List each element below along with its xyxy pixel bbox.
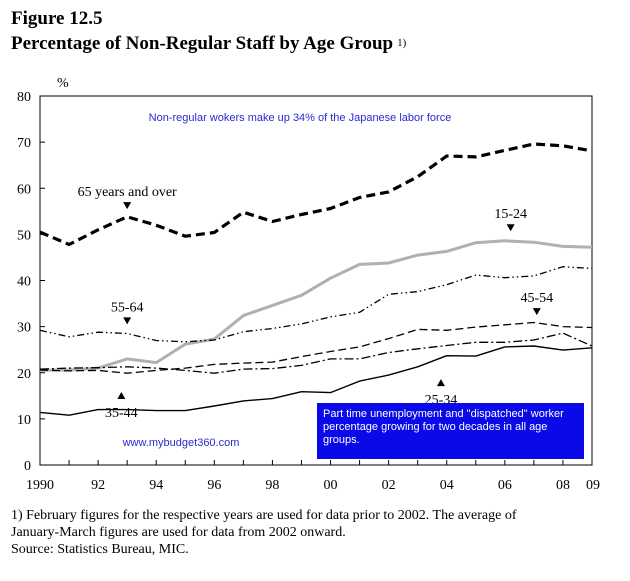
- up-arrow-icon: [117, 392, 126, 400]
- x-tick-label: 96: [207, 478, 221, 493]
- website-annotation: www.mybudget360.com: [122, 437, 240, 449]
- series-label-text: 55-64: [111, 300, 144, 315]
- up-arrow-icon: [436, 379, 445, 387]
- x-tick-label: 06: [498, 478, 512, 493]
- x-tick-label: 08: [556, 478, 570, 493]
- y-tick-label: 50: [17, 228, 31, 243]
- figure-label: Figure 12.5: [11, 8, 103, 29]
- footnote-line-2: January-March figures are used for data …: [11, 525, 346, 540]
- y-tick-label: 20: [17, 367, 31, 382]
- info-box: Part time unemployment and "dispatched" …: [317, 403, 584, 459]
- down-arrow-icon: [123, 317, 132, 325]
- series-label-35-44: 35-44: [105, 392, 138, 421]
- x-tick-label: 98: [265, 478, 279, 493]
- series-label-15-24: 15-24: [494, 207, 527, 232]
- x-tick-label: 1990: [26, 478, 54, 493]
- y-tick-label: 40: [17, 275, 31, 290]
- y-tick-label: 10: [17, 413, 31, 428]
- info-box-line: groups.: [323, 434, 360, 446]
- y-tick-label: 70: [17, 136, 31, 151]
- y-axis-unit-label: %: [57, 76, 69, 91]
- series-label-text: 45-54: [520, 291, 553, 306]
- series-line-65-years-and-over: [39, 142, 593, 247]
- series-label-text: 15-24: [494, 207, 527, 222]
- chart-title: Percentage of Non-Regular Staff by Age G…: [11, 32, 406, 56]
- footnote-line-1: 1) February figures for the respective y…: [11, 508, 517, 523]
- title-footnote-marker: 1): [397, 37, 407, 49]
- source-note: Source: Statistics Bureau, MIC.: [11, 542, 189, 557]
- x-tick-label: 92: [91, 478, 105, 493]
- series-label-text: 35-44: [105, 406, 138, 421]
- series-label-55-64: 55-64: [111, 300, 144, 325]
- x-tick-label: 94: [149, 478, 163, 493]
- info-box-line: Part time unemployment and "dispatched" …: [323, 408, 564, 420]
- x-tick-label: 02: [382, 478, 396, 493]
- headline-annotation: Non-regular wokers make up 34% of the Ja…: [149, 112, 452, 124]
- down-arrow-icon: [532, 308, 541, 316]
- series-line-15-24: [39, 239, 593, 372]
- series-line-25-34: [39, 345, 593, 416]
- down-arrow-icon: [506, 224, 515, 232]
- info-box-background: [317, 403, 584, 459]
- series-line-45-54: [39, 321, 593, 374]
- y-tick-label: 80: [17, 90, 31, 105]
- series-line-35-44: [39, 332, 593, 374]
- info-box-line: percentage growing for two decades in al…: [323, 421, 547, 433]
- y-tick-label: 30: [17, 321, 31, 336]
- chart-title-text: Percentage of Non-Regular Staff by Age G…: [11, 33, 394, 54]
- series-label-text: 65 years and over: [78, 185, 177, 200]
- y-tick-label: 0: [24, 459, 31, 474]
- x-tick-label: 04: [440, 478, 454, 493]
- series-label-65-years-and-over: 65 years and over: [78, 185, 177, 210]
- y-tick-label: 60: [17, 182, 31, 197]
- x-tick-label: 00: [324, 478, 338, 493]
- down-arrow-icon: [123, 202, 132, 210]
- x-tick-label: 09: [586, 478, 600, 493]
- series-label-45-54: 45-54: [520, 291, 553, 316]
